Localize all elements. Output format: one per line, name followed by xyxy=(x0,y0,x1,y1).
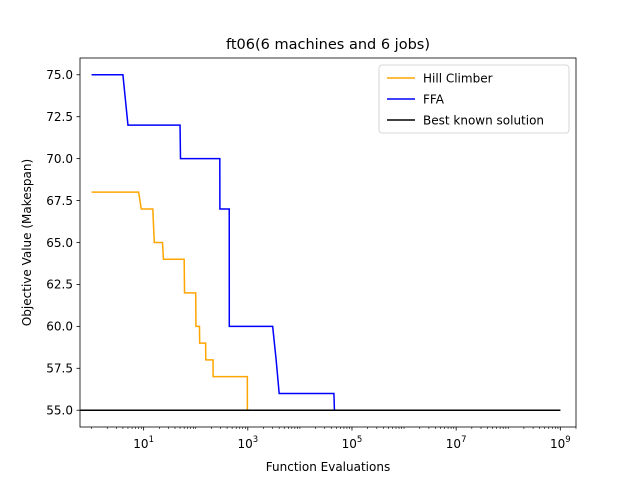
y-tick-label: 65.0 xyxy=(46,236,73,250)
series-line-1 xyxy=(91,74,561,411)
chart-title: ft06(6 machines and 6 jobs) xyxy=(226,37,430,53)
y-tick-label: 72.5 xyxy=(46,110,73,124)
y-tick-label: 60.0 xyxy=(46,320,73,334)
series-line-0 xyxy=(91,191,561,411)
x-tick-label: 107 xyxy=(446,435,467,451)
y-tick-label: 55.0 xyxy=(46,404,73,418)
y-tick-label: 67.5 xyxy=(46,194,73,208)
legend-box xyxy=(378,64,570,134)
y-tick-label: 57.5 xyxy=(46,362,73,376)
legend-label-2: Best known solution xyxy=(423,113,544,127)
x-axis: 101 103 105 107 109 xyxy=(91,427,577,451)
x-tick-label: 103 xyxy=(237,435,258,451)
legend-label-1: FFA xyxy=(423,92,445,106)
legend-label-0: Hill Climber xyxy=(423,71,493,85)
series-lines xyxy=(80,74,561,411)
x-tick-label: 109 xyxy=(550,435,571,451)
y-tick-label: 70.0 xyxy=(46,152,73,166)
y-tick-label: 62.5 xyxy=(46,278,73,292)
legend: Hill Climber FFA Best known solution xyxy=(378,64,570,134)
x-axis-label: Function Evaluations xyxy=(266,460,390,474)
y-axis: 55.0 57.5 60.0 62.5 65.0 67.5 70.0 72.5 75.0 xyxy=(46,68,80,418)
x-tick-label: 105 xyxy=(342,435,363,451)
x-tick-label: 101 xyxy=(133,435,154,451)
y-axis-label: Objective Value (Makespan) xyxy=(20,159,34,326)
y-tick-label: 75.0 xyxy=(46,68,73,82)
